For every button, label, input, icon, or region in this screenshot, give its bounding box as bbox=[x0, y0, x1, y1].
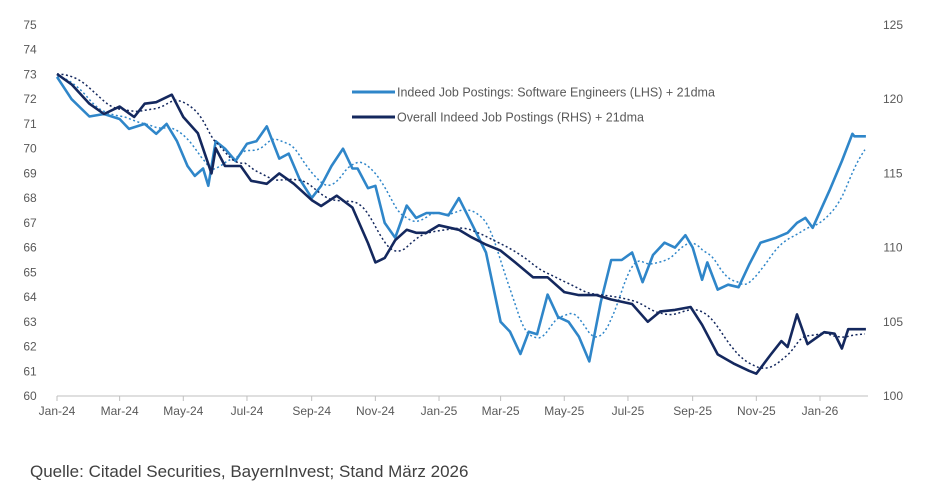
y-axis-right: 100 105 110 115 120 125 bbox=[883, 18, 903, 403]
y-axis-left: 60 61 62 63 64 65 66 67 68 69 70 71 72 73 74 75 bbox=[23, 18, 37, 403]
legend: Indeed Job Postings: Software Engineers … bbox=[352, 86, 715, 125]
series-1-line bbox=[55, 76, 866, 363]
y-left-tick-label: 67 bbox=[23, 216, 37, 230]
y-left-tick-label: 74 bbox=[23, 43, 37, 57]
x-tick-label: Sep-24 bbox=[292, 404, 331, 418]
x-axis: Jan-24 Mar-24 May-24 Jul-24 Sep-24 Nov-24 Jan-… bbox=[39, 395, 868, 418]
y-right-tick-label: 110 bbox=[883, 241, 902, 255]
y-left-tick-label: 70 bbox=[23, 142, 37, 156]
y-left-tick-label: 62 bbox=[23, 340, 37, 354]
series-2-moving-average-line bbox=[56, 73, 865, 369]
x-tick-label: Jan-26 bbox=[802, 404, 839, 418]
y-left-tick-label: 73 bbox=[23, 67, 37, 81]
legend-label-1: Indeed Job Postings: Software Engineers … bbox=[397, 86, 715, 100]
series-1-moving-average-line bbox=[56, 76, 866, 339]
x-tick-label: May-25 bbox=[544, 404, 584, 418]
y-left-tick-label: 72 bbox=[23, 92, 37, 106]
y-right-tick-label: 105 bbox=[883, 315, 903, 329]
x-tick-label: Jan-25 bbox=[421, 404, 458, 418]
y-left-tick-label: 71 bbox=[23, 117, 37, 131]
y-left-tick-label: 68 bbox=[23, 191, 37, 205]
y-left-tick-label: 66 bbox=[23, 241, 37, 255]
y-left-tick-label: 60 bbox=[23, 389, 37, 403]
x-tick-label: Jan-24 bbox=[39, 404, 76, 418]
y-right-tick-label: 115 bbox=[883, 166, 902, 180]
y-left-tick-label: 65 bbox=[23, 265, 37, 279]
x-tick-label: Jul-24 bbox=[231, 404, 264, 418]
y-right-tick-label: 125 bbox=[883, 18, 903, 32]
x-tick-label: May-24 bbox=[163, 404, 203, 418]
source-note: Quelle: Citadel Securities, BayernInvest… bbox=[30, 462, 469, 481]
x-tick-label: Sep-25 bbox=[673, 404, 712, 418]
legend-label-2: Overall Indeed Job Postings (RHS) + 21dm… bbox=[397, 111, 644, 125]
x-tick-label: Nov-24 bbox=[356, 404, 395, 418]
y-left-tick-label: 75 bbox=[23, 18, 37, 32]
y-left-tick-label: 64 bbox=[23, 290, 37, 304]
x-tick-label: Jul-25 bbox=[612, 404, 645, 418]
y-right-tick-label: 100 bbox=[883, 389, 903, 403]
x-tick-label: Mar-25 bbox=[482, 404, 520, 418]
y-right-tick-label: 120 bbox=[883, 92, 903, 106]
y-left-tick-label: 61 bbox=[23, 364, 37, 378]
series-2-line bbox=[56, 72, 866, 376]
x-tick-label: Nov-25 bbox=[737, 404, 776, 418]
y-left-tick-label: 69 bbox=[23, 166, 37, 180]
series-lines bbox=[55, 72, 866, 376]
y-left-tick-label: 63 bbox=[23, 315, 37, 329]
x-tick-label: Mar-24 bbox=[101, 404, 139, 418]
